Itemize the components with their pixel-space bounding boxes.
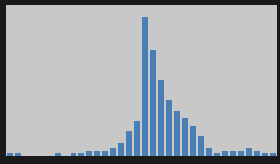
Bar — [246, 148, 252, 156]
Bar — [174, 111, 180, 156]
Bar — [206, 148, 212, 156]
Bar — [87, 151, 92, 156]
Bar — [262, 153, 268, 156]
Bar — [7, 153, 13, 156]
Bar — [238, 151, 244, 156]
Bar — [222, 151, 228, 156]
Bar — [182, 118, 188, 156]
Bar — [158, 80, 164, 156]
Bar — [198, 136, 204, 156]
Bar — [110, 148, 116, 156]
Bar — [55, 153, 60, 156]
Bar — [254, 151, 260, 156]
Bar — [230, 151, 236, 156]
Bar — [71, 153, 76, 156]
Bar — [166, 101, 172, 156]
Bar — [127, 131, 132, 156]
Bar — [118, 143, 124, 156]
Bar — [214, 153, 220, 156]
Bar — [78, 153, 85, 156]
Bar — [270, 153, 276, 156]
Bar — [134, 121, 140, 156]
Bar — [102, 151, 108, 156]
Bar — [15, 153, 20, 156]
Bar — [94, 151, 101, 156]
Bar — [143, 18, 148, 156]
Bar — [190, 126, 196, 156]
Bar — [150, 50, 156, 156]
